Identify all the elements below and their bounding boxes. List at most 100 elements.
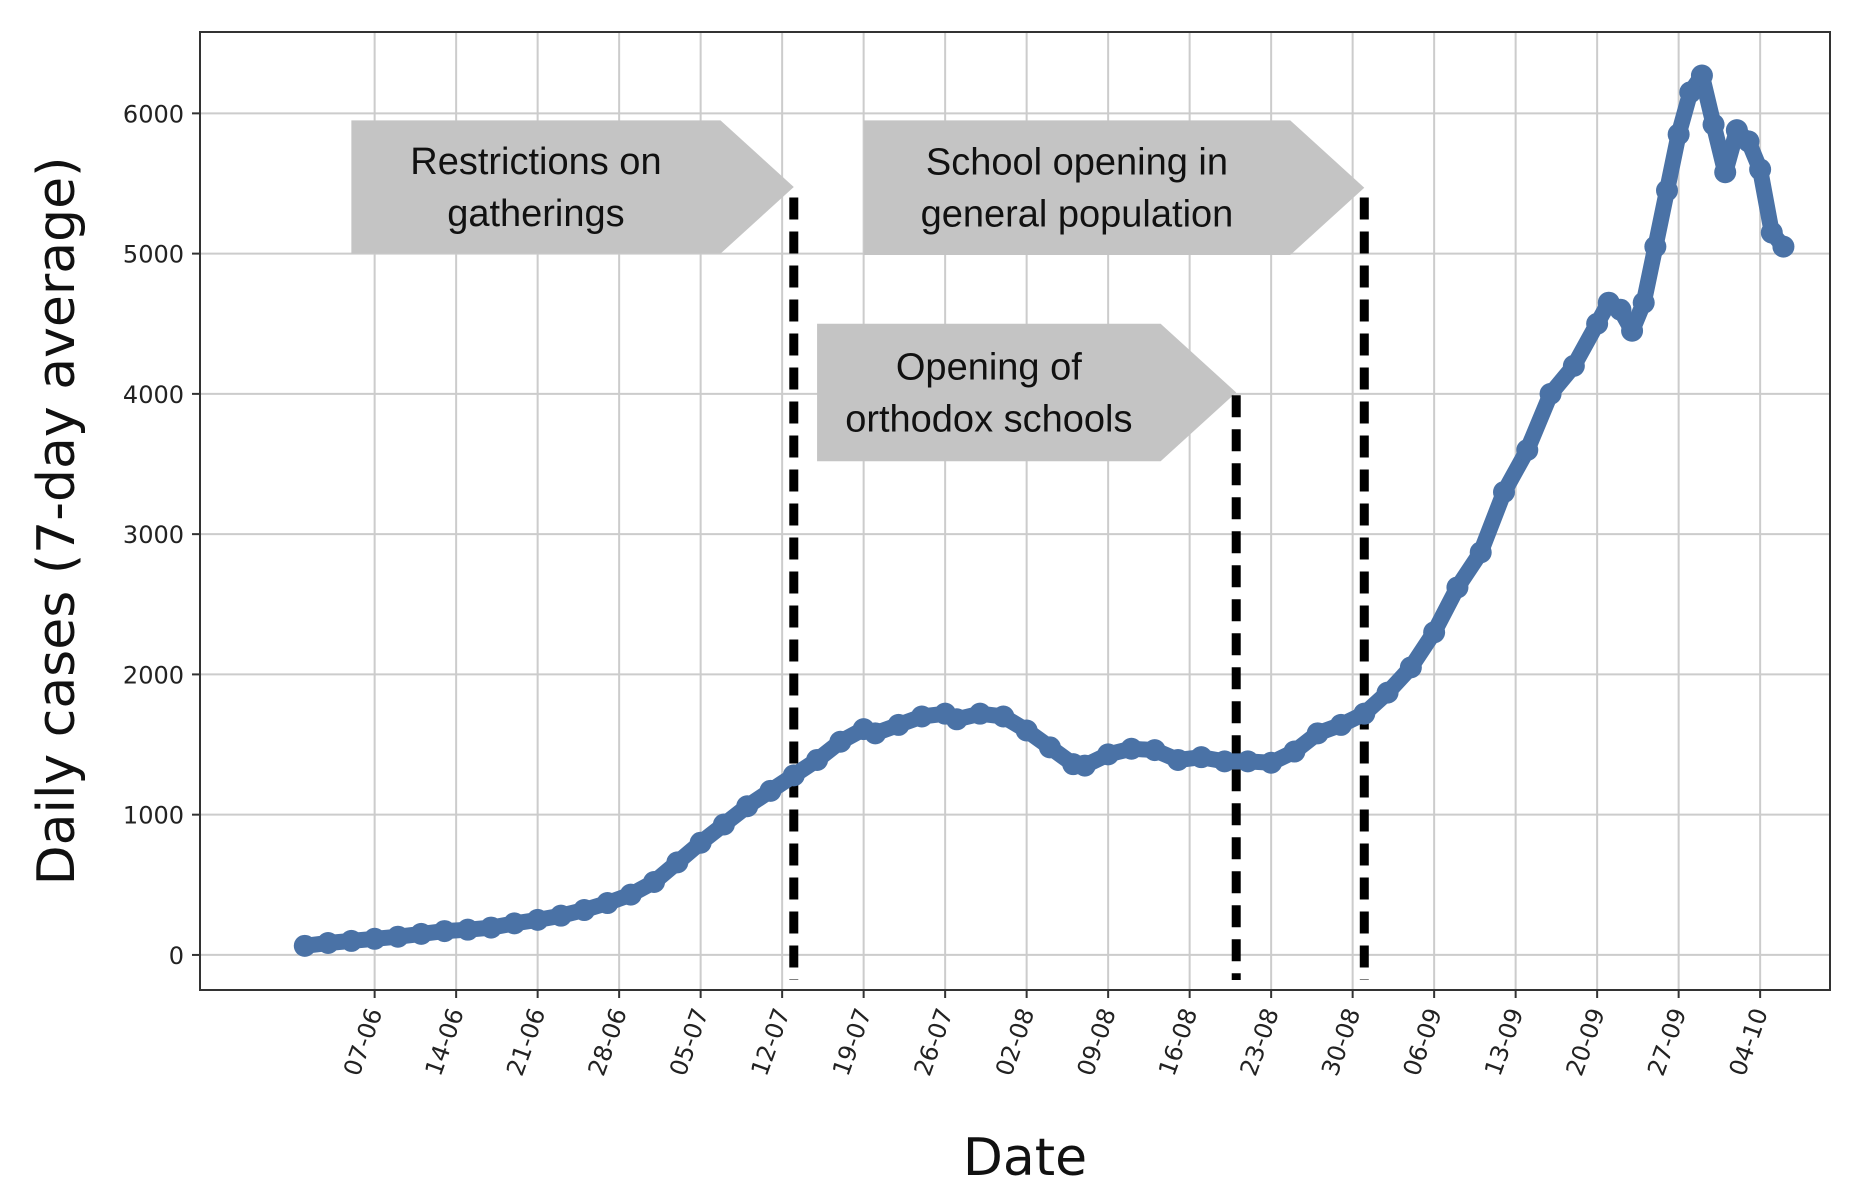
callout-arrow-shape [351, 120, 794, 254]
data-point [340, 929, 363, 952]
data-point [1714, 161, 1737, 184]
data-point [910, 705, 933, 728]
data-point [643, 870, 666, 893]
data-point [864, 722, 887, 745]
x-tick-label: 30-08 [1316, 1004, 1366, 1079]
data-point [1283, 740, 1306, 763]
data-point [1586, 312, 1609, 335]
data-point [1679, 81, 1702, 104]
data-point [1562, 354, 1585, 377]
x-axis-ticks: 07-06 14-06 21-06 28-06 05-07 12-07 19-07 26-07… [338, 990, 1774, 1080]
data-point [1236, 750, 1259, 773]
x-tick-label: 20-09 [1561, 1004, 1611, 1079]
data-point [596, 892, 619, 915]
data-point [1539, 382, 1562, 405]
annotation-callout: School opening in general population [863, 120, 1365, 256]
y-tick-label: 5000 [123, 241, 184, 269]
data-point [1749, 158, 1772, 181]
y-tick-label: 2000 [123, 661, 184, 689]
data-point [1376, 681, 1399, 704]
annotations: Restrictions on gatherings School opening … [351, 120, 1365, 462]
callout-label: general population [921, 194, 1234, 236]
x-tick-label: 13-09 [1479, 1004, 1529, 1079]
y-axis-title: Daily cases (7-day average) [27, 157, 87, 886]
data-point [1469, 541, 1492, 564]
data-point [1073, 754, 1096, 777]
data-point [1143, 739, 1166, 762]
data-point [945, 708, 968, 731]
callout-label: orthodox schools [845, 398, 1132, 440]
y-tick-label: 0 [169, 942, 184, 970]
data-point [689, 831, 712, 854]
data-point [1097, 743, 1120, 766]
data-point [1167, 748, 1189, 771]
data-point [1213, 750, 1236, 773]
y-tick-label: 1000 [123, 802, 184, 830]
data-point [666, 851, 689, 874]
data-point [969, 702, 992, 725]
x-tick-label: 28-06 [583, 1004, 633, 1079]
data-point [526, 908, 549, 931]
series [293, 64, 1795, 957]
callout-arrow-shape [817, 323, 1237, 462]
data-point [549, 904, 572, 927]
data-point [619, 883, 642, 906]
callout-label: Restrictions on [410, 141, 661, 183]
data-point [736, 795, 759, 818]
data-point [1353, 702, 1376, 725]
x-tick-label: 21-06 [501, 1004, 551, 1079]
data-point [1656, 179, 1678, 202]
event-markers [789, 197, 1369, 980]
data-point [433, 920, 456, 943]
annotation-callout: Restrictions on gatherings [351, 120, 794, 254]
y-tick-label: 3000 [123, 521, 184, 549]
data-point [1493, 481, 1515, 504]
x-tick-label: 04-10 [1724, 1004, 1774, 1079]
data-point [1702, 113, 1725, 136]
data-point [317, 932, 340, 955]
data-point [1120, 737, 1143, 760]
data-point [1330, 713, 1352, 736]
x-tick-label: 05-07 [664, 1004, 714, 1079]
callout-label: School opening in [926, 142, 1228, 184]
data-point [829, 730, 852, 753]
x-tick-label: 07-06 [338, 1004, 388, 1079]
data-point [1015, 719, 1038, 742]
x-tick-label: 14-06 [420, 1004, 470, 1079]
x-tick-label: 19-07 [827, 1004, 877, 1079]
data-point [1609, 298, 1632, 321]
data-point [386, 925, 409, 948]
data-point [1446, 576, 1469, 599]
data-point [1260, 751, 1283, 774]
plot-frame [199, 31, 1831, 991]
callout-arrow-shape [863, 120, 1365, 256]
data-point [293, 934, 316, 957]
x-tick-label: 02-08 [990, 1004, 1040, 1079]
data-point [480, 916, 503, 939]
data-point [363, 927, 386, 950]
data-point [1644, 235, 1667, 258]
x-tick-label: 26-07 [909, 1004, 959, 1079]
x-tick-label: 27-09 [1642, 1004, 1692, 1079]
data-point [1632, 291, 1655, 314]
data-point [456, 918, 479, 941]
data-point [573, 899, 596, 922]
annotation-callout: Opening of orthodox schools [817, 323, 1237, 462]
data-point [759, 779, 782, 802]
x-tick-label: 12-07 [746, 1004, 796, 1079]
x-axis-title: Date [963, 1128, 1087, 1188]
data-point [887, 713, 910, 736]
x-tick-label: 16-08 [1153, 1004, 1203, 1079]
y-tick-label: 4000 [123, 381, 184, 409]
data-point [992, 705, 1015, 728]
data-point [503, 912, 526, 935]
data-point [1399, 656, 1422, 679]
callout-label: Opening of [896, 346, 1082, 388]
data-point [712, 813, 735, 836]
data-point [1038, 736, 1061, 759]
callout-label: gatherings [447, 193, 624, 235]
x-tick-label: 23-08 [1235, 1004, 1285, 1079]
y-axis-ticks: 0 1000 2000 3000 4000 5000 6000 [123, 100, 200, 970]
data-point [1190, 746, 1213, 769]
